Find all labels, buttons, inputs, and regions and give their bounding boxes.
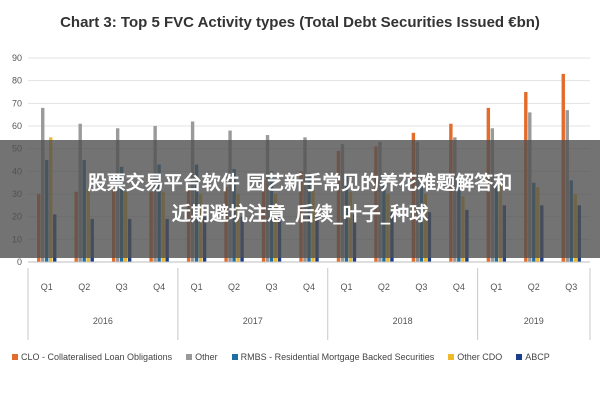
overlay-line-1: 股票交易平台软件 园艺新手常见的养花难题解答和 [87,172,513,194]
legend-label: Other [195,352,218,362]
x-tick-label: Q3 [116,282,128,292]
x-tick-label: Q1 [340,282,352,292]
x-tick-label: Q2 [78,282,90,292]
x-tick-label: Q3 [415,282,427,292]
y-tick-label: 0 [17,257,22,267]
x-tick-label: Q3 [266,282,278,292]
x-tick-label: Q1 [490,282,502,292]
x-group-label: 2019 [524,316,544,326]
x-tick-label: Q3 [565,282,577,292]
legend-label: RMBS - Residential Mortgage Backed Secur… [240,352,435,362]
legend-item: Other CDO [448,352,502,362]
y-tick-label: 60 [12,121,22,131]
legend-item: CLO - Collateralised Loan Obligations [12,352,172,362]
x-tick-label: Q4 [153,282,165,292]
legend-item: ABCP [516,352,550,362]
x-tick-label: Q2 [228,282,240,292]
x-tick-label: Q1 [41,282,53,292]
x-tick-label: Q2 [528,282,540,292]
x-tick-label: Q2 [378,282,390,292]
legend-label: CLO - Collateralised Loan Obligations [21,352,173,362]
legend-label: ABCP [525,352,550,362]
y-tick-label: 70 [12,98,22,108]
chart-legend: CLO - Collateralised Loan Obligations Oth… [12,352,600,362]
x-tick-label: Q4 [303,282,315,292]
x-tick-label: Q1 [191,282,203,292]
overlay-line-2: 近期避坑注意_后续_叶子_种球 [171,203,429,225]
legend-swatch [516,354,523,360]
y-tick-label: 90 [12,53,22,63]
legend-swatch [448,354,455,360]
x-tick-label: Q4 [453,282,465,292]
legend-swatch [12,354,18,360]
legend-label: Other CDO [457,352,503,362]
x-group-label: 2017 [243,316,263,326]
legend-item: Other [186,352,218,362]
x-group-label: 2016 [93,316,113,326]
y-tick-label: 80 [12,76,22,86]
x-group-label: 2018 [393,316,413,326]
chart-title: Chart 3: Top 5 FVC Activity types (Total… [60,14,540,31]
legend-item: RMBS - Residential Mortgage Backed Secur… [231,352,435,362]
legend-swatch [186,354,193,360]
legend-swatch [231,354,238,360]
text-overlay-banner: 股票交易平台软件 园艺新手常见的养花难题解答和 近期避坑注意_后续_叶子_种球 [0,140,600,258]
